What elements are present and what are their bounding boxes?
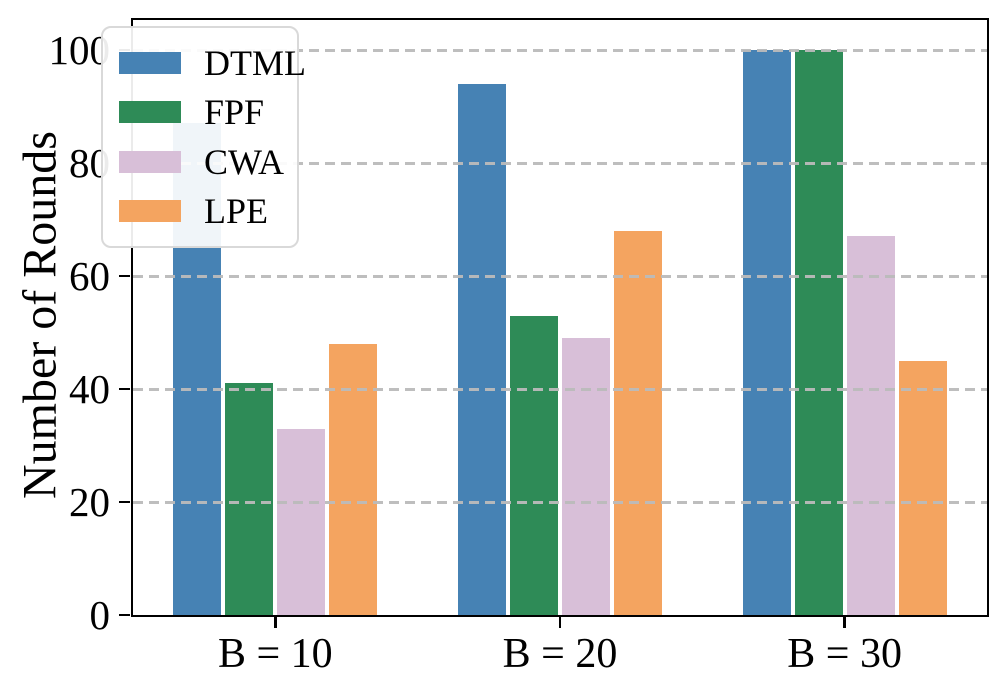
x-tick-label-1: B = 10 <box>217 631 333 677</box>
y-tick-label-40: 40 <box>69 366 110 412</box>
y-tick-label-80: 80 <box>69 140 110 186</box>
y-tick-label-20: 20 <box>69 479 110 525</box>
y-tick-label-100: 100 <box>48 27 111 73</box>
y-tick-label-60: 60 <box>69 253 110 299</box>
bar-lpe-group3 <box>898 360 947 615</box>
legend-item-cwa: CWA <box>119 141 284 182</box>
legend-label-fpf: FPF <box>204 92 265 133</box>
y-tick-mark-20 <box>119 500 130 504</box>
bar-cwa-group3 <box>846 236 895 615</box>
gridline-y-80 <box>133 161 987 165</box>
gridline-y-60 <box>133 274 987 278</box>
x-tick-mark-1 <box>274 617 277 628</box>
bar-cwa-group1 <box>277 428 326 615</box>
legend-label-lpe: LPE <box>204 191 269 232</box>
gridline-y-40 <box>133 387 987 391</box>
y-tick-mark-0 <box>119 613 130 617</box>
bar-fpf-group3 <box>794 50 843 615</box>
gridline-y-20 <box>133 500 987 504</box>
gridline-y-100 <box>133 48 987 52</box>
bar-lpe-group1 <box>329 343 378 615</box>
bar-dtml-group3 <box>742 50 791 615</box>
legend-swatch-lpe <box>119 200 181 223</box>
legend-swatch-cwa <box>119 150 181 173</box>
bar-lpe-group2 <box>614 230 662 615</box>
bar-fpf-group2 <box>510 315 558 615</box>
x-tick-mark-2 <box>558 617 562 628</box>
legend-label-cwa: CWA <box>204 141 284 182</box>
bar-dtml-group2 <box>458 83 506 615</box>
x-tick-mark-3 <box>843 617 846 628</box>
legend-item-dtml: DTML <box>119 43 306 83</box>
bar-cwa-group2 <box>562 338 610 615</box>
legend-swatch-fpf <box>119 101 181 124</box>
bar-fpf-group1 <box>225 383 274 615</box>
legend-item-fpf: FPF <box>119 92 281 132</box>
y-tick-mark-60 <box>119 274 130 278</box>
x-tick-label-2: B = 20 <box>502 631 618 677</box>
legend: DTML FPF CWA LPE <box>101 26 306 248</box>
legend-item-lpe: LPE <box>119 191 281 231</box>
y-tick-label-0: 0 <box>89 592 111 638</box>
y-tick-mark-40 <box>119 387 130 391</box>
legend-swatch-dtml <box>119 51 181 74</box>
legend-label-dtml: DTML <box>204 42 306 83</box>
x-tick-label-3: B = 30 <box>787 631 902 677</box>
